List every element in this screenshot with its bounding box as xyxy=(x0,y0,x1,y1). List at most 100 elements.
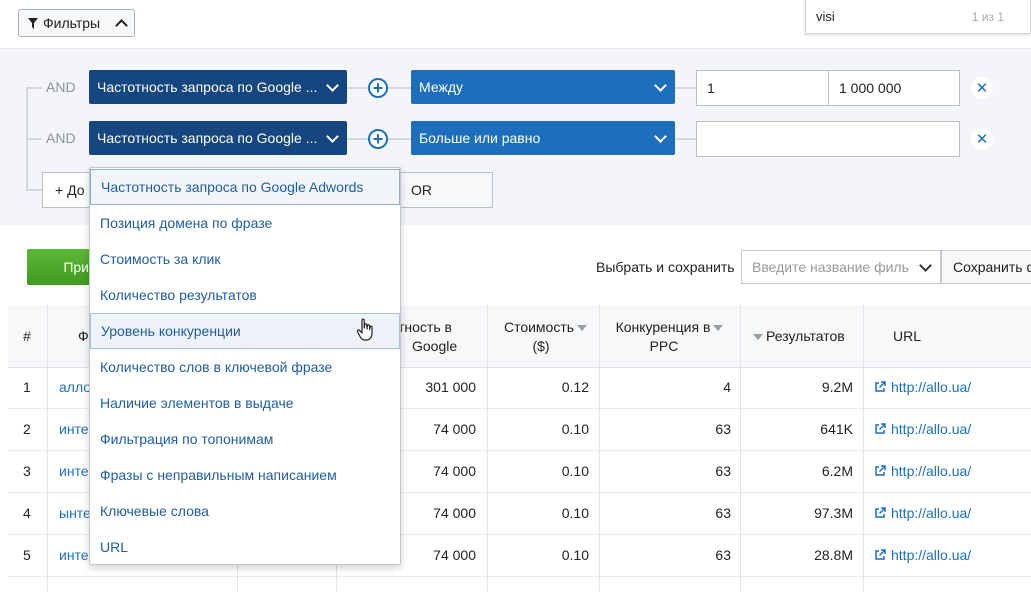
save-filter-button-label: Сохранить ф xyxy=(953,259,1031,275)
th-results[interactable]: Результатов xyxy=(753,327,845,346)
frequency-value: 74 000 xyxy=(433,547,476,563)
competition-value: 63 xyxy=(715,505,731,521)
chevron-down-icon xyxy=(654,129,667,143)
apply-button[interactable]: При xyxy=(27,249,97,285)
cost-value: 0.10 xyxy=(561,505,589,521)
th-competition-line2: PPC xyxy=(649,338,679,354)
chevron-down-icon xyxy=(326,78,339,92)
url-link[interactable]: http://allo.ua/ xyxy=(874,421,971,437)
th-num: # xyxy=(23,328,31,344)
operator-select-value: Больше или равно xyxy=(419,130,541,146)
frequency-value: 74 000 xyxy=(433,505,476,521)
dropdown-item-toponyms[interactable]: Фильтрация по топонимам xyxy=(100,431,274,447)
th-competition-line1: Конкуренция в xyxy=(615,319,711,335)
keyword-link[interactable]: инте xyxy=(59,463,89,479)
url-link[interactable]: http://allo.ua/ xyxy=(874,547,971,563)
competition-value: 63 xyxy=(715,421,731,437)
field-select-1[interactable]: Частотность запроса по Google ... xyxy=(89,70,347,104)
dropdown-item-cost-per-click[interactable]: Стоимость за клик xyxy=(100,251,221,267)
close-icon: ✕ xyxy=(975,80,989,97)
col-divider xyxy=(599,305,600,591)
add-group-label: + До xyxy=(55,182,85,198)
dropdown-item-google-frequency[interactable]: Частотность запроса по Google Adwords xyxy=(90,169,400,205)
dropdown-item-keywords[interactable]: Ключевые слова xyxy=(100,503,209,519)
operator-select-2[interactable]: Больше или равно xyxy=(411,121,675,155)
col-divider xyxy=(487,305,488,591)
save-filter-label: Выбрать и сохранить xyxy=(596,259,735,275)
dropdown-item-misspelled[interactable]: Фразы с неправильным написанием xyxy=(100,467,337,483)
row-divider xyxy=(8,450,1031,451)
chevron-up-icon xyxy=(115,18,128,32)
filters-toggle-button[interactable]: Фильтры xyxy=(18,9,135,37)
th-phrase[interactable]: Ф xyxy=(78,328,89,344)
col-divider xyxy=(740,305,741,591)
keyword-link[interactable]: инте xyxy=(59,547,89,563)
url-text: http://allo.ua/ xyxy=(891,505,972,521)
value-to-input[interactable]: 1 000 000 xyxy=(828,70,960,106)
logic-label: AND xyxy=(46,79,76,95)
external-link-icon xyxy=(875,423,886,434)
frequency-value: 74 000 xyxy=(433,421,476,437)
row-number: 2 xyxy=(23,421,31,437)
row-divider xyxy=(8,534,1031,535)
keyword-link[interactable]: инте xyxy=(59,421,89,437)
url-text: http://allo.ua/ xyxy=(891,463,972,479)
find-box[interactable]: visi 1 из 1 xyxy=(805,0,1031,34)
results-value: 9.2M xyxy=(821,379,853,395)
th-frequency[interactable]: тность в Google xyxy=(398,318,484,356)
dropdown-item-serp-elements[interactable]: Наличие элементов в выдаче xyxy=(100,395,294,411)
th-competition[interactable]: Конкуренция в PPC xyxy=(606,318,736,356)
col-divider xyxy=(863,305,864,591)
or-button[interactable]: OR xyxy=(398,172,493,208)
cost-value: 0.12 xyxy=(561,379,589,395)
th-url[interactable]: URL xyxy=(893,328,922,344)
dropdown-item-word-count[interactable]: Количество слов в ключевой фразе xyxy=(100,359,333,375)
remove-condition-button[interactable]: ✕ xyxy=(971,128,993,150)
external-link-icon xyxy=(875,507,886,518)
url-text: http://allo.ua/ xyxy=(891,547,972,563)
dropdown-item-domain-position[interactable]: Позиция домена по фразе xyxy=(100,215,273,231)
save-filter-button[interactable]: Сохранить ф xyxy=(941,250,1031,284)
url-text: http://allo.ua/ xyxy=(891,379,972,395)
results-value: 641K xyxy=(820,421,853,437)
row-divider xyxy=(8,576,1031,577)
url-link[interactable]: http://allo.ua/ xyxy=(874,379,971,395)
add-condition-button[interactable]: + xyxy=(368,78,388,98)
sort-icon xyxy=(753,334,763,341)
add-condition-button[interactable]: + xyxy=(368,129,388,149)
keyword-link[interactable]: алло xyxy=(59,379,92,395)
competition-value: 63 xyxy=(715,463,731,479)
logic-label: AND xyxy=(46,130,76,146)
row-number: 4 xyxy=(23,505,31,521)
url-link[interactable]: http://allo.ua/ xyxy=(874,505,971,521)
keyword-link[interactable]: ынте xyxy=(59,505,91,521)
plus-icon: + xyxy=(372,78,384,98)
cost-value: 0.10 xyxy=(561,463,589,479)
funnel-icon xyxy=(28,17,38,29)
add-group-button[interactable]: + До xyxy=(42,172,92,208)
results-value: 6.2M xyxy=(821,463,853,479)
th-frequency-line2: Google xyxy=(412,338,458,354)
value-from-input[interactable]: 1 xyxy=(696,70,829,106)
value-input[interactable] xyxy=(696,121,960,157)
row-connector xyxy=(674,138,696,140)
field-select-value: Частотность запроса по Google ... xyxy=(97,79,318,95)
tree-branch xyxy=(26,87,42,89)
url-link[interactable]: http://allo.ua/ xyxy=(874,463,971,479)
dropdown-item-competition-level[interactable]: Уровень конкуренции xyxy=(90,313,400,349)
row-divider xyxy=(8,408,1031,409)
dropdown-item-results-count[interactable]: Количество результатов xyxy=(100,287,257,303)
th-cost[interactable]: Стоимость ($) xyxy=(497,318,597,356)
field-select-2[interactable]: Частотность запроса по Google ... xyxy=(89,121,347,155)
operator-select-1[interactable]: Между xyxy=(411,70,675,104)
url-text: http://allo.ua/ xyxy=(891,421,972,437)
external-link-icon xyxy=(875,465,886,476)
th-frequency-line1: тность в xyxy=(398,319,452,335)
remove-condition-button[interactable]: ✕ xyxy=(971,77,993,99)
cost-value: 0.10 xyxy=(561,421,589,437)
th-results-label: Результатов xyxy=(766,328,845,344)
dropdown-item-url[interactable]: URL xyxy=(100,539,129,555)
filter-name-input[interactable]: Введите название филь xyxy=(741,250,941,284)
operator-select-value: Между xyxy=(419,79,463,95)
find-input[interactable]: visi xyxy=(816,9,835,24)
